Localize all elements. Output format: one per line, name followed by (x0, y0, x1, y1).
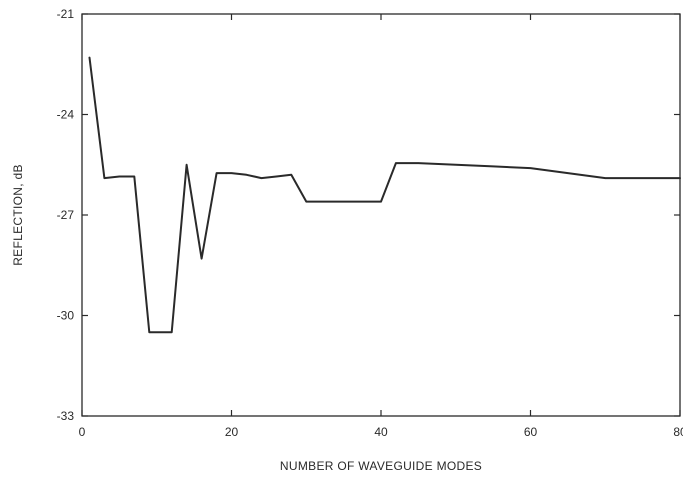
x-axis-title: NUMBER OF WAVEGUIDE MODES (280, 459, 482, 473)
y-tick-label: -30 (57, 309, 75, 323)
x-tick-label: 20 (225, 425, 239, 439)
y-axis-tick-labels: -21 -24 -27 -30 -33 (57, 7, 75, 423)
x-tick-label: 40 (374, 425, 388, 439)
y-tick-label: -33 (57, 409, 75, 423)
y-tick-label: -24 (57, 108, 75, 122)
reflection-series-line (88, 56, 681, 334)
x-axis-tick-labels: 0 20 40 60 80 (79, 425, 683, 439)
x-tick-label: 60 (524, 425, 538, 439)
y-axis-title: REFLECTION, dB (11, 164, 25, 266)
x-tick-label: 80 (673, 425, 683, 439)
x-axis-ticks (81, 14, 681, 416)
y-tick-label: -21 (57, 7, 75, 21)
plot-frame (81, 13, 681, 417)
y-axis-ticks (82, 13, 680, 417)
x-tick-label: 0 (79, 425, 86, 439)
y-tick-label: -27 (57, 208, 75, 222)
